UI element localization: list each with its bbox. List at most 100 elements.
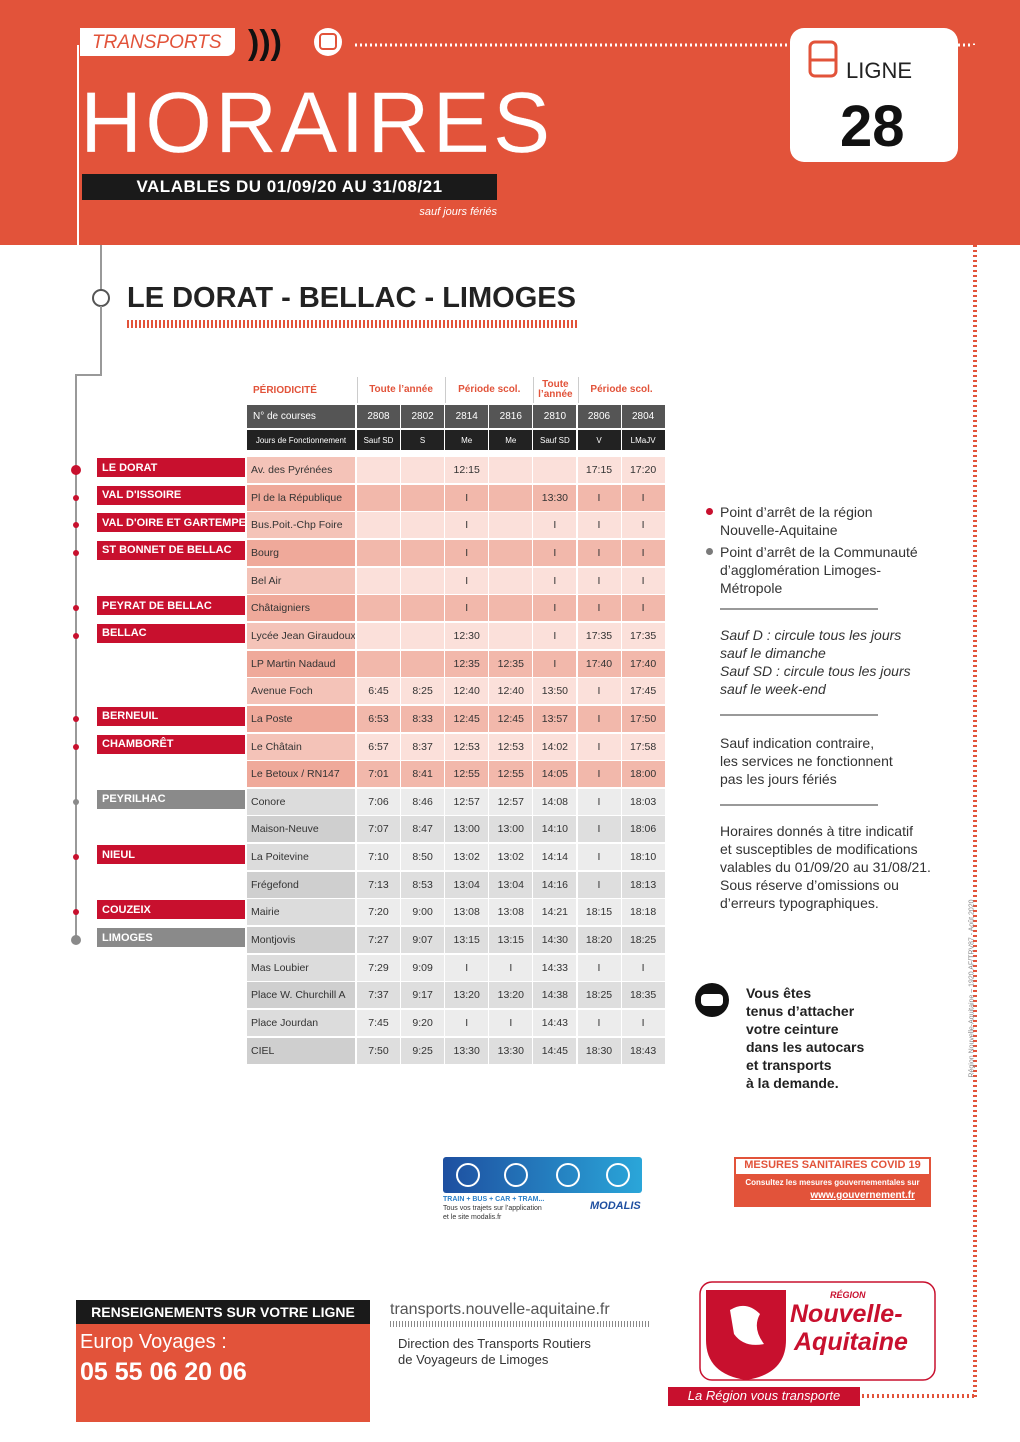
- time: I: [621, 567, 665, 594]
- covid-title: MESURES SANITAIRES COVID 19: [744, 1159, 921, 1171]
- time: 8:41: [401, 761, 445, 788]
- courses-label: N° de courses: [247, 405, 355, 428]
- stop: La Poitevine: [247, 844, 355, 871]
- time: I: [445, 1010, 489, 1036]
- time: [357, 595, 400, 622]
- text-line: valables du 01/09/20 au 31/08/21.: [720, 859, 931, 875]
- stop-marker: [73, 909, 79, 916]
- time: 17:35: [621, 622, 665, 649]
- time: 7:01: [357, 761, 400, 788]
- time: 18:10: [621, 844, 665, 871]
- validity: VALABLES DU 01/09/20 AU 31/08/21: [82, 174, 497, 200]
- time: 12:57: [445, 788, 489, 815]
- time: 17:20: [621, 457, 665, 483]
- time: 8:37: [401, 733, 445, 760]
- time: I: [577, 844, 621, 871]
- time: I: [445, 512, 489, 539]
- stop-marker: [73, 549, 79, 556]
- time: [357, 457, 400, 483]
- commune: BERNEUIL: [97, 706, 245, 726]
- svg-text:))): ))): [248, 24, 282, 62]
- time: I: [621, 954, 665, 981]
- text-line: et le site modalis.fr: [443, 1214, 502, 1221]
- time: 6:45: [357, 678, 400, 705]
- time: [401, 484, 445, 511]
- stop: Bourg: [247, 539, 355, 566]
- legend-text: Point d’arrêt de la Communauté d’agglomér…: [720, 543, 918, 597]
- time: [489, 622, 533, 649]
- logo-region: RÉGION: [830, 1290, 866, 1300]
- time: [533, 457, 577, 483]
- time: I: [577, 539, 621, 566]
- text-line: tenus d’attacher: [746, 1003, 855, 1019]
- time: [357, 650, 400, 677]
- time: 12:55: [445, 761, 489, 788]
- days: S: [401, 430, 445, 450]
- text-line: d’erreurs typographiques.: [720, 895, 879, 911]
- days: Sauf SD: [357, 430, 400, 450]
- stop: Place Jourdan: [247, 1010, 355, 1036]
- course-number: 2806: [577, 405, 621, 428]
- time: [401, 512, 445, 539]
- course-number: 2814: [445, 405, 489, 428]
- time: 13:00: [445, 816, 489, 843]
- time: 14:16: [533, 871, 577, 898]
- seatbelt: Vous êtes tenus d’attacher votre ceinture d…: [746, 984, 864, 1092]
- commune: VAL D'OIRE ET GARTEMPE: [97, 513, 245, 533]
- time: [357, 484, 400, 511]
- period: Période scol.: [445, 377, 533, 403]
- days: LMaJV: [621, 430, 665, 450]
- logo-name-1: Nouvelle-: [790, 1300, 903, 1328]
- time: I: [577, 678, 621, 705]
- logo-name-2: Aquitaine: [794, 1328, 908, 1356]
- time: I: [577, 954, 621, 981]
- legend-dot: [706, 548, 713, 555]
- stop: Mairie: [247, 899, 355, 926]
- stop: Conore: [247, 788, 355, 815]
- stop-marker: [73, 743, 79, 750]
- time: 18:20: [577, 927, 621, 954]
- time: 7:45: [357, 1010, 400, 1036]
- time: [401, 595, 445, 622]
- time: 12:53: [445, 733, 489, 760]
- text-line: sauf le dimanche: [720, 645, 826, 661]
- text-line: Direction des Transports Routiers: [398, 1336, 591, 1351]
- time: I: [577, 816, 621, 843]
- time: I: [577, 484, 621, 511]
- time: 13:20: [489, 982, 533, 1009]
- stop: Montjovis: [247, 927, 355, 954]
- time: 13:04: [489, 871, 533, 898]
- text-line: et susceptibles de modifications: [720, 841, 918, 857]
- time: I: [533, 622, 577, 649]
- time: 12:57: [489, 788, 533, 815]
- time: [357, 622, 400, 649]
- time: I: [577, 567, 621, 594]
- time: 12:40: [489, 678, 533, 705]
- time: 8:47: [401, 816, 445, 843]
- time: 13:15: [489, 927, 533, 954]
- text-line: pas les jours fériés: [720, 771, 837, 787]
- commune: LIMOGES: [97, 928, 245, 948]
- covid-link: www.gouvernement.fr: [810, 1190, 915, 1201]
- time: 9:00: [401, 899, 445, 926]
- time: [401, 650, 445, 677]
- time: I: [577, 733, 621, 760]
- commune: COUZEIX: [97, 900, 245, 920]
- days: Me: [445, 430, 489, 450]
- stop: Le Châtain: [247, 733, 355, 760]
- stop: Le Betoux / RN147: [247, 761, 355, 788]
- legend-text: Point d’arrêt de la région Nouvelle-Aquit…: [720, 503, 873, 539]
- course-number: 2804: [621, 405, 665, 428]
- time: 7:07: [357, 816, 400, 843]
- time: 13:50: [533, 678, 577, 705]
- stop: Mas Loubier: [247, 954, 355, 981]
- stop: Place W. Churchill A: [247, 982, 355, 1009]
- time: [489, 457, 533, 483]
- note-holidays: Sauf indication contraire, les services n…: [720, 734, 893, 788]
- time: 18:06: [621, 816, 665, 843]
- line-label: LIGNE: [846, 58, 913, 83]
- days: Me: [489, 430, 533, 450]
- time: 7:20: [357, 899, 400, 926]
- time: I: [621, 1010, 665, 1036]
- text-line: à la demande.: [746, 1075, 839, 1091]
